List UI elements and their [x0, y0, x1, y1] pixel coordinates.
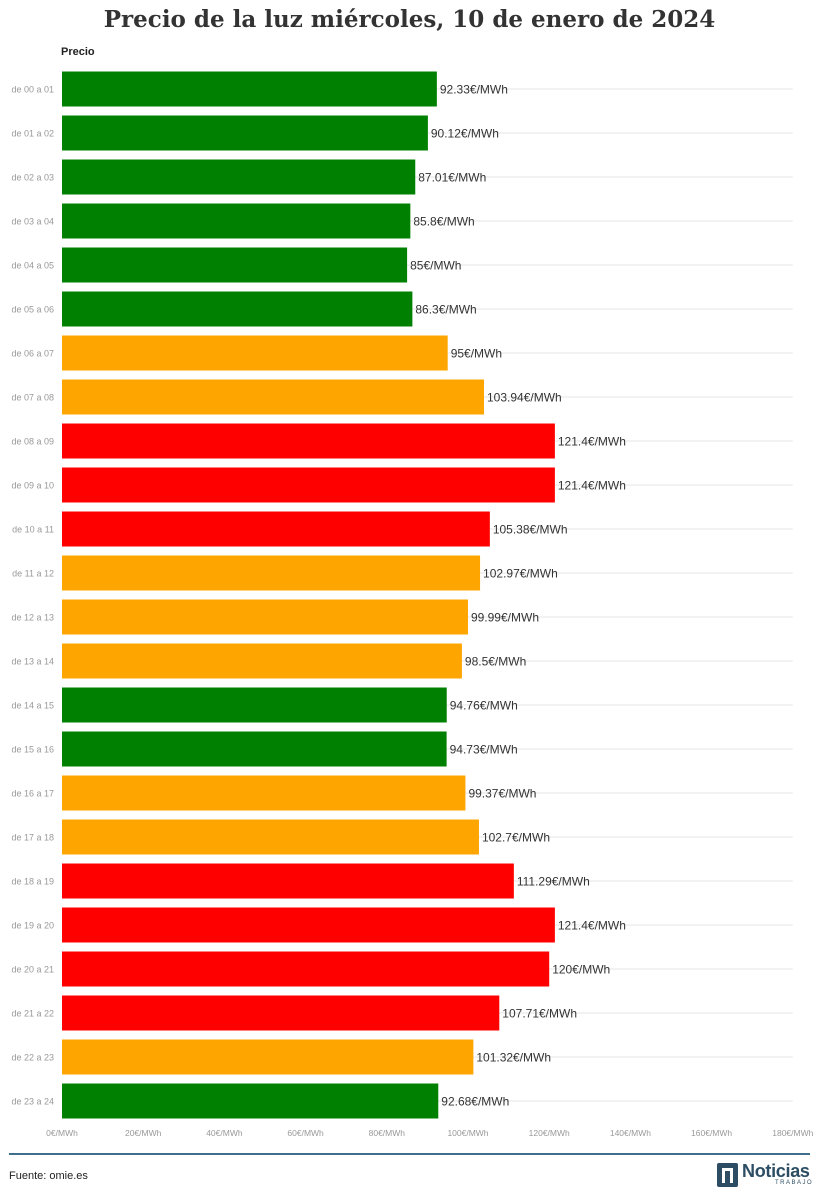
value-label: 94.73€/MWh [450, 743, 518, 757]
value-label: 107.71€/MWh [502, 1007, 577, 1021]
x-tick-label: 120€/MWh [529, 1128, 570, 1138]
logo-mark-icon [717, 1163, 738, 1187]
category-label: de 03 a 04 [11, 217, 54, 227]
logo-name: Noticias [742, 1161, 810, 1181]
bar [62, 1083, 439, 1119]
category-label: de 09 a 10 [11, 481, 54, 491]
value-label: 92.33€/MWh [440, 83, 508, 97]
x-tick-label: 100€/MWh [447, 1128, 488, 1138]
bar [62, 775, 466, 811]
bar [62, 291, 413, 327]
category-label: de 10 a 11 [12, 525, 54, 535]
bar [62, 379, 484, 415]
value-label: 86.3€/MWh [415, 303, 476, 317]
logo-subtitle: TRABAJO [775, 1180, 814, 1186]
value-label: 90.12€/MWh [431, 127, 499, 141]
category-label: de 21 a 22 [11, 1009, 54, 1019]
value-label: 85.8€/MWh [413, 215, 474, 229]
value-label: 99.99€/MWh [471, 611, 539, 625]
value-label: 121.4€/MWh [558, 479, 626, 493]
x-tick-label: 180€/MWh [772, 1128, 813, 1138]
x-tick-label: 0€/MWh [46, 1128, 78, 1138]
bar [62, 951, 550, 987]
value-label: 102.97€/MWh [483, 567, 558, 581]
category-label: de 00 a 01 [11, 85, 54, 95]
page-title: Precio de la luz miércoles, 10 de enero … [103, 6, 716, 33]
value-label: 101.32€/MWh [476, 1051, 551, 1065]
value-label: 120€/MWh [552, 963, 610, 977]
category-label: de 17 a 18 [11, 833, 54, 843]
category-label: de 11 a 12 [12, 569, 54, 579]
value-label: 103.94€/MWh [487, 391, 562, 405]
bar-chart: de 00 a 01 92.33€/MWh de 01 a 02 90.12€/MWh… [11, 71, 814, 1138]
category-label: de 01 a 02 [11, 129, 54, 139]
category-label: de 16 a 17 [11, 789, 54, 799]
column-header: Precio [61, 46, 95, 58]
bar [62, 423, 555, 459]
value-label: 111.29€/MWh [517, 875, 590, 889]
category-label: de 18 a 19 [11, 877, 54, 887]
bar [62, 907, 555, 943]
category-label: de 04 a 05 [11, 261, 54, 271]
bar [62, 731, 447, 767]
bar [62, 1039, 474, 1075]
bar [62, 203, 411, 239]
x-tick-label: 60€/MWh [287, 1128, 324, 1138]
bar [62, 247, 408, 283]
bar [62, 159, 416, 195]
value-label: 94.76€/MWh [450, 699, 518, 713]
value-label: 95€/MWh [451, 347, 502, 361]
value-label: 85€/MWh [410, 259, 461, 273]
value-label: 98.5€/MWh [465, 655, 526, 669]
value-label: 121.4€/MWh [558, 919, 626, 933]
footer-divider [9, 1153, 810, 1155]
category-label: de 19 a 20 [11, 921, 54, 931]
category-label: de 12 a 13 [11, 613, 54, 623]
bar [62, 335, 448, 371]
category-label: de 02 a 03 [11, 173, 54, 183]
x-tick-label: 160€/MWh [691, 1128, 732, 1138]
x-tick-label: 20€/MWh [125, 1128, 162, 1138]
value-label: 87.01€/MWh [418, 171, 486, 185]
category-label: de 20 a 21 [11, 965, 54, 975]
category-label: de 14 a 15 [11, 701, 54, 711]
bar [62, 687, 447, 723]
category-label: de 13 a 14 [11, 657, 54, 667]
bar [62, 599, 468, 635]
bar [62, 819, 479, 855]
source-note: Fuente: omie.es [9, 1170, 88, 1182]
x-tick-label: 40€/MWh [206, 1128, 243, 1138]
category-label: de 05 a 06 [11, 305, 54, 315]
category-label: de 15 a 16 [11, 745, 54, 755]
value-label: 102.7€/MWh [482, 831, 550, 845]
value-label: 99.37€/MWh [468, 787, 536, 801]
value-label: 105.38€/MWh [493, 523, 568, 537]
category-label: de 08 a 09 [11, 437, 54, 447]
category-label: de 07 a 08 [11, 393, 54, 403]
category-label: de 06 a 07 [11, 349, 54, 359]
x-tick-label: 80€/MWh [369, 1128, 406, 1138]
x-tick-label: 140€/MWh [610, 1128, 651, 1138]
bar [62, 467, 555, 503]
bar [62, 511, 490, 547]
bar [62, 643, 462, 679]
value-label: 92.68€/MWh [441, 1095, 509, 1109]
category-label: de 22 a 23 [11, 1053, 54, 1063]
category-label: de 23 a 24 [11, 1097, 54, 1107]
value-label: 121.4€/MWh [558, 435, 626, 449]
bar [62, 995, 500, 1031]
bar [62, 115, 428, 151]
bar [62, 71, 437, 107]
bar [62, 863, 514, 899]
bar [62, 555, 481, 591]
brand-logo: Noticias TRABAJO [717, 1161, 814, 1188]
